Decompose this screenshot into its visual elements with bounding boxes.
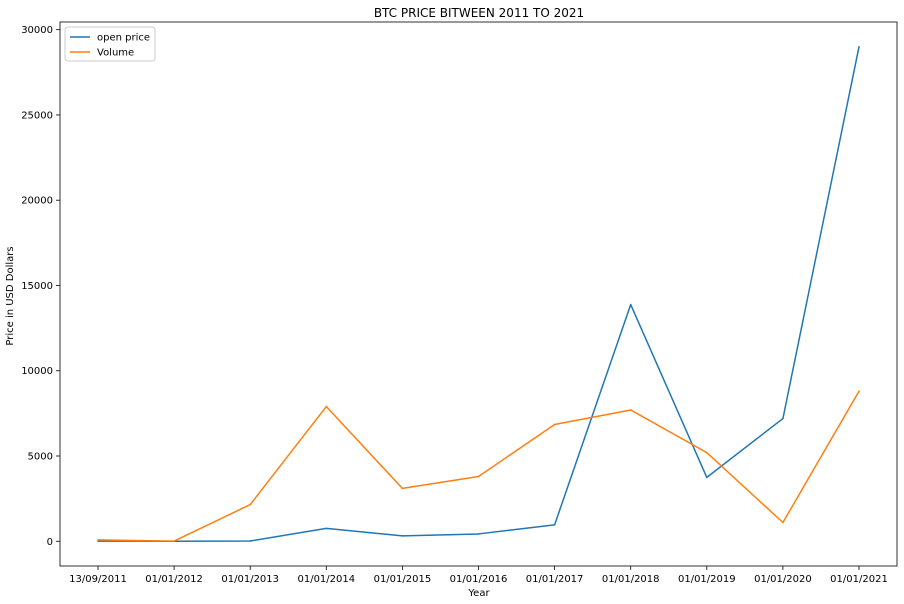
x-tick-label: 01/01/2020 <box>754 574 812 585</box>
x-axis-label: Year <box>467 588 490 599</box>
data-point <box>858 390 860 393</box>
data-point <box>553 423 556 426</box>
data-point <box>553 524 556 526</box>
axes: 0 5000 10000 15000 20000 25000 30000 13/09/2011… <box>21 21 898 585</box>
x-tick-label: 01/01/2015 <box>374 574 432 585</box>
data-point <box>401 535 404 537</box>
y-tick-label: 0 <box>47 537 53 548</box>
data-point <box>477 533 480 535</box>
y-tick-label: 25000 <box>21 110 53 121</box>
data-point <box>782 521 784 524</box>
data-point <box>401 487 404 490</box>
x-tick-label: 01/01/2021 <box>830 574 888 585</box>
plot-area <box>97 46 860 542</box>
data-point <box>782 417 784 420</box>
data-point <box>858 46 860 48</box>
data-point <box>629 409 632 411</box>
x-tick-label: 01/01/2016 <box>450 574 508 585</box>
x-tick-label: 01/01/2017 <box>526 574 584 585</box>
y-tick-label: 30000 <box>21 25 53 36</box>
data-point <box>173 540 175 542</box>
series-line-volume <box>97 390 860 542</box>
data-point <box>629 303 632 306</box>
y-tick-label: 20000 <box>21 196 53 207</box>
y-axis-label: Price in USD Dollars <box>5 246 16 345</box>
series-line-open-price <box>97 46 860 542</box>
data-point <box>325 527 328 530</box>
x-tick-label: 01/01/2013 <box>221 574 279 585</box>
data-point <box>706 451 708 454</box>
chart-title: BTC PRICE BITWEEN 2011 TO 2021 <box>374 6 584 20</box>
data-point <box>249 503 251 506</box>
y-tick-label: 10000 <box>21 366 53 377</box>
legend-label: open price <box>97 33 150 44</box>
x-tick-label: 01/01/2019 <box>678 574 736 585</box>
data-point <box>477 475 480 478</box>
y-tick-label: 5000 <box>28 452 53 463</box>
data-point <box>97 539 99 541</box>
data-point <box>706 476 708 479</box>
data-point <box>325 405 328 408</box>
data-point <box>249 540 251 542</box>
x-tick-label: 13/09/2011 <box>69 574 127 585</box>
data-point <box>97 540 99 542</box>
legend: open price Volume <box>64 26 156 62</box>
y-tick-label: 15000 <box>21 281 53 292</box>
legend-label: Volume <box>97 48 134 59</box>
x-tick-label: 01/01/2018 <box>602 574 660 585</box>
x-tick-label: 01/01/2014 <box>297 574 355 585</box>
plot-frame <box>59 21 898 567</box>
x-tick-label: 01/01/2012 <box>145 574 203 585</box>
